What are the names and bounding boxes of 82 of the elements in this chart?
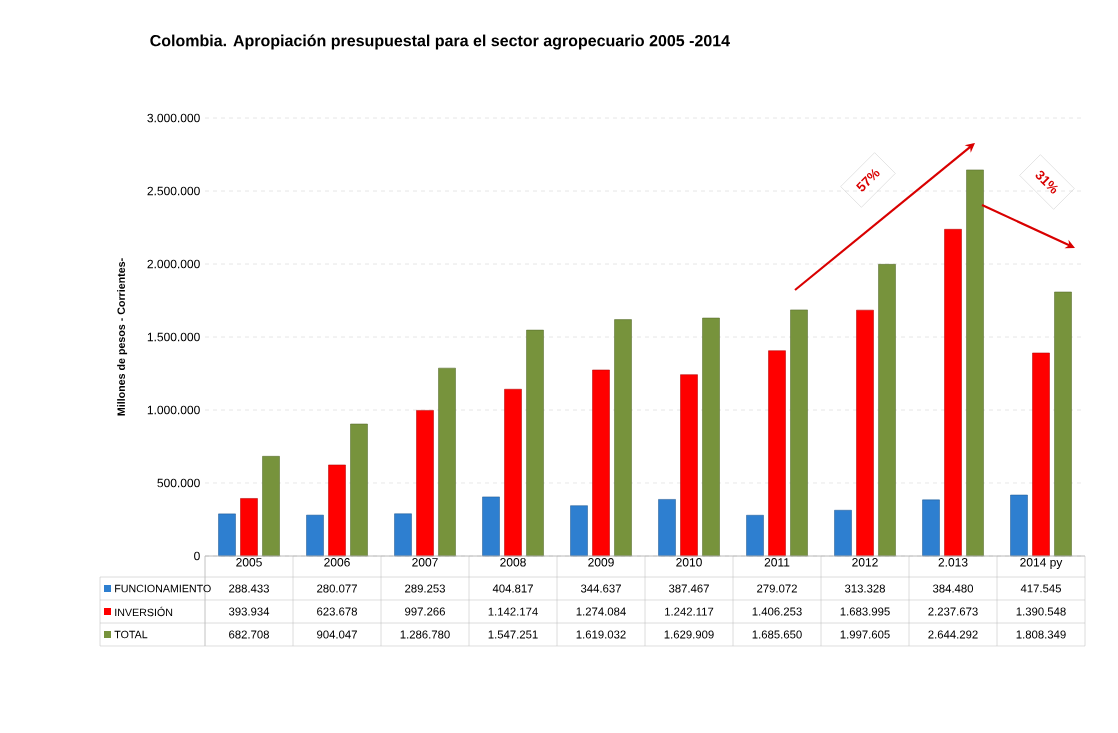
data-label: 1.286.780 [400, 630, 450, 639]
bar [746, 514, 764, 557]
data-label: 904.047 [317, 630, 357, 639]
bar [834, 509, 852, 557]
x-tick-label: 2014 py [1020, 558, 1063, 569]
data-label: 997.266 [405, 607, 445, 616]
y-tick-label: 2.500.000 [147, 186, 200, 196]
bar [856, 309, 874, 557]
y-axis-title: Millones de pesos - Corrientes- [117, 258, 128, 416]
bar [658, 499, 676, 557]
data-label: 1.629.909 [664, 630, 714, 639]
bar [240, 498, 258, 557]
bar [218, 513, 236, 557]
bar [438, 367, 456, 557]
data-label: 1.685.650 [752, 630, 802, 639]
bar [1054, 291, 1072, 557]
data-label: 1.142.174 [488, 607, 538, 616]
data-label: 1.406.253 [752, 607, 802, 616]
bar [328, 464, 346, 557]
data-label: 417.545 [1020, 584, 1062, 593]
data-label: 1.683.995 [840, 607, 890, 616]
y-tick-label: 1.500.000 [147, 332, 200, 342]
bar [614, 319, 632, 557]
bar [702, 317, 720, 557]
x-tick-label: 2012 [852, 558, 878, 567]
data-label: 1.547.251 [488, 630, 538, 639]
bar [790, 309, 808, 557]
bar [482, 496, 500, 557]
data-label: 384.480 [932, 584, 974, 593]
bar [416, 410, 434, 557]
data-label: 1.619.032 [576, 630, 626, 639]
bar [394, 513, 412, 557]
data-label: 1.808.349 [1016, 630, 1066, 639]
bar [570, 505, 588, 557]
x-tick-label: 2006 [324, 558, 350, 567]
data-label: 1.997.605 [840, 630, 890, 639]
legend-label: TOTAL [114, 630, 148, 639]
data-label: 623.678 [317, 607, 357, 616]
bar [922, 499, 940, 557]
x-tick-label: 2005 [236, 558, 262, 567]
data-label: 1.274.084 [576, 607, 626, 616]
data-label: 2.644.292 [928, 630, 978, 639]
bar [350, 423, 368, 557]
data-label: 344.637 [580, 584, 621, 593]
bar [966, 169, 984, 557]
data-label: 1.242.117 [665, 607, 714, 616]
data-label: 279.072 [757, 584, 797, 593]
data-label: 313.328 [844, 584, 885, 593]
x-tick-label: 2010 [676, 558, 702, 567]
bar [1010, 494, 1028, 557]
y-tick-label: 0 [194, 551, 200, 561]
x-tick-label: 2011 [764, 558, 790, 567]
data-label: 682.708 [229, 630, 269, 639]
y-tick-label: 3.000.000 [147, 113, 200, 123]
chart-title: Colombia. Apropiación presupuestal para el sector agropecuario 2005 -2014 [150, 34, 730, 50]
bar [262, 456, 280, 557]
bar [306, 514, 324, 557]
bar [526, 329, 544, 557]
bar [680, 374, 698, 557]
x-tick-label: 2008 [500, 558, 526, 567]
data-label: 288.433 [229, 584, 269, 593]
data-label: 387.467 [668, 584, 709, 593]
y-tick-label: 2.000.000 [147, 259, 200, 269]
bar [1032, 352, 1050, 557]
y-tick-label: 1.000.000 [147, 405, 200, 415]
x-tick-label: 2007 [412, 558, 438, 567]
bar [944, 229, 962, 557]
y-tick-label: 500.000 [157, 478, 200, 488]
legend-label: INVERSIÓN [115, 606, 173, 617]
bar [504, 388, 522, 557]
data-label: 2.237.673 [928, 607, 978, 616]
bar [592, 369, 610, 557]
data-label: 289.253 [405, 584, 445, 593]
x-tick-label: 2009 [588, 558, 614, 567]
data-label: 280.077 [317, 584, 357, 593]
bar [878, 264, 896, 557]
bar [768, 350, 786, 557]
x-tick-label: 2.013 [938, 558, 968, 567]
legend-label: FUNCIONAMIENTO [115, 584, 211, 593]
data-label: 1.390.548 [1016, 607, 1066, 616]
data-label: 404.817 [492, 584, 533, 593]
data-label: 393.934 [228, 607, 270, 616]
